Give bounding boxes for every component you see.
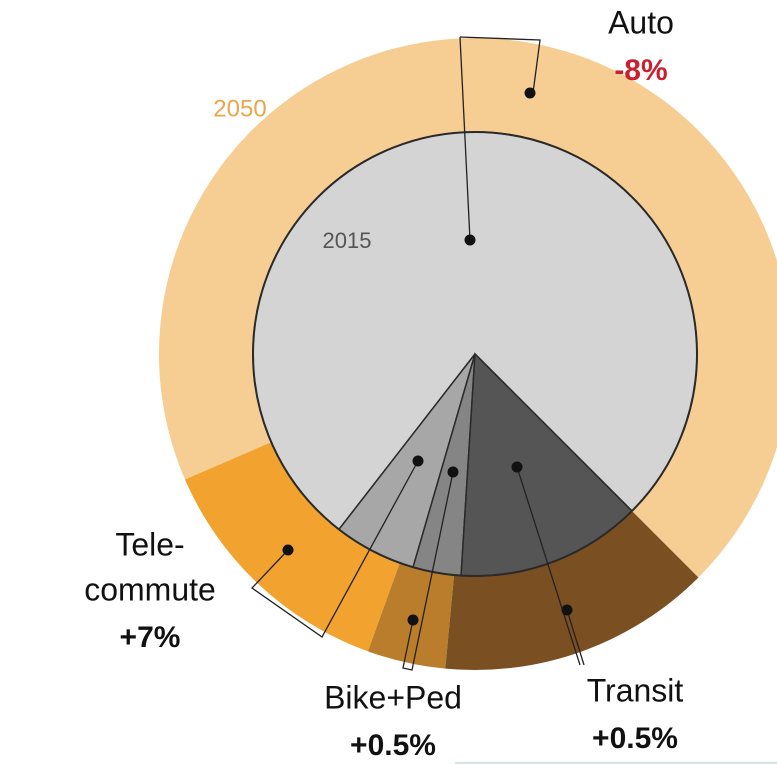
- category-label: commute: [84, 571, 216, 607]
- inner-outline: [252, 131, 698, 577]
- leader-auto: [459, 36, 541, 94]
- change-label: -8%: [614, 54, 667, 87]
- category-label: Transit: [587, 672, 684, 708]
- change-label: +0.5%: [350, 729, 436, 762]
- dots: [282, 87, 573, 626]
- pie-group: [159, 38, 777, 670]
- dot: [282, 544, 294, 556]
- dot: [511, 461, 523, 473]
- category-label: Auto: [608, 4, 674, 40]
- category-label: Bike+Ped: [324, 679, 462, 715]
- series-label: 2015: [323, 228, 372, 253]
- change-label: +7%: [120, 621, 181, 654]
- dot: [447, 466, 459, 478]
- dot: [412, 455, 424, 467]
- change-label: +0.5%: [592, 722, 678, 755]
- dot: [561, 604, 573, 616]
- dot: [407, 614, 419, 626]
- leaders: [251, 36, 585, 671]
- category-label: Tele-: [115, 526, 184, 562]
- leader-auto-inner: [459, 36, 471, 241]
- leader-transit: [516, 466, 585, 666]
- leader-bike: [402, 471, 454, 671]
- series-label: 2050: [213, 95, 266, 122]
- dot: [524, 87, 536, 99]
- leader-tele: [251, 460, 419, 638]
- dot: [464, 234, 476, 246]
